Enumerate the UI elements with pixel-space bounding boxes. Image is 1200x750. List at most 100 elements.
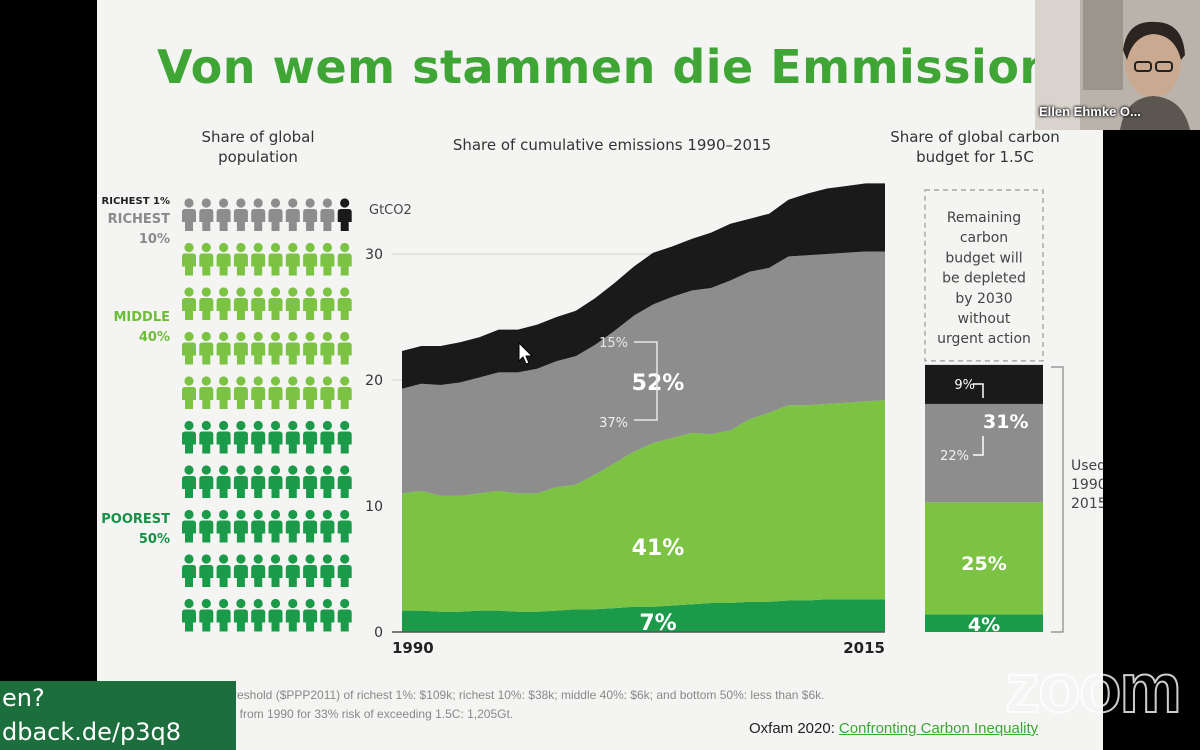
person-icon-body: [337, 431, 352, 454]
y-tick-label: 30: [365, 247, 383, 263]
person-icon-body: [337, 520, 352, 543]
population-header-line1: Share of global: [201, 128, 315, 146]
person-icon-body: [251, 476, 266, 498]
annotation-middle-share: 41%: [632, 536, 685, 561]
person-icon-body: [268, 520, 283, 543]
person-icon-head: [305, 554, 315, 564]
person-icon-head: [236, 287, 246, 297]
person-icon-body: [216, 387, 231, 409]
label-richest-10-a: RICHEST: [107, 212, 170, 227]
person-icon-head: [322, 420, 332, 431]
person-icon-body: [216, 520, 231, 543]
person-icon-body: [337, 609, 352, 632]
person-icon-head: [340, 287, 350, 297]
person-icon-head: [270, 598, 281, 609]
person-icon-body: [268, 476, 283, 498]
person-icon-body: [233, 476, 248, 498]
person-icon-head: [201, 598, 211, 609]
person-icon-head: [253, 554, 263, 564]
slide-title: Von wem stammen die Emmissionen?: [157, 40, 1103, 94]
person-icon-body: [216, 209, 231, 231]
person-icon-body: [251, 298, 266, 320]
remaining-budget-text: budget will: [945, 250, 1022, 266]
person-icon-head: [253, 198, 263, 208]
person-icon-body: [320, 342, 335, 365]
person-icon-body: [216, 431, 231, 454]
y-axis-unit: GtCO2: [369, 203, 412, 218]
person-icon-head: [270, 376, 281, 386]
person-icon-head: [236, 376, 246, 386]
person-icon-body: [303, 387, 318, 409]
zoom-watermark: zoom: [1004, 648, 1183, 728]
person-icon-body: [182, 209, 196, 231]
person-icon-body: [251, 253, 266, 276]
person-icon-body: [268, 609, 283, 632]
person-icon-body: [216, 565, 231, 587]
person-icon-head: [288, 554, 298, 564]
person-icon-body: [337, 342, 352, 365]
budget-segment-middle-40-: [925, 502, 1043, 615]
person-icon-body: [303, 520, 318, 543]
budget-segment-poorest-50-: [925, 614, 1043, 632]
person-icon-body: [182, 609, 196, 632]
population-header: Share of global population: [193, 127, 323, 167]
person-icon-head: [322, 331, 332, 342]
person-icon-head: [305, 198, 315, 208]
source-citation: Oxfam 2020: Confronting Carbon Inequality: [749, 720, 1038, 737]
person-icon-head: [219, 509, 229, 520]
person-icon-head: [201, 331, 211, 342]
person-icon-head: [236, 420, 246, 431]
annotation-richest-other-share: 37%: [599, 416, 628, 431]
person-icon-head: [184, 554, 194, 564]
feedback-banner[interactable]: en? dback.de/p3q8: [0, 681, 236, 750]
person-icon-body: [268, 209, 283, 231]
person-icon-body: [233, 298, 248, 320]
person-icon-head: [322, 242, 332, 253]
budget-segment-richest-1-: [925, 364, 1043, 404]
person-icon-body: [199, 342, 214, 365]
person-icon-head: [219, 554, 229, 564]
budget-segment-richest-10-: [925, 403, 1043, 503]
person-icon-body: [285, 298, 300, 320]
person-icon-body: [182, 565, 196, 587]
person-icon-body: [268, 387, 283, 409]
person-icon-head: [270, 242, 281, 253]
person-icon-body: [199, 298, 214, 320]
person-icon-body: [285, 342, 300, 365]
person-icon-head: [184, 376, 194, 386]
person-icon-head: [288, 331, 298, 342]
person-icon-head: [270, 287, 281, 297]
person-icon-body: [337, 209, 352, 231]
person-icon-body: [233, 342, 248, 365]
footnote-1: reshold ($PPP2011) of richest 1%: $109k;…: [233, 688, 825, 702]
person-icon-head: [184, 509, 194, 520]
person-icon-head: [236, 198, 246, 208]
participant-video-tile[interactable]: Ellen Ehmke O...: [1035, 0, 1200, 130]
feedback-line-2: dback.de/p3q8: [2, 718, 181, 746]
person-icon-head: [253, 465, 263, 475]
person-icon-body: [233, 609, 248, 632]
remaining-budget-text: Remaining: [947, 210, 1021, 226]
person-icon-body: [268, 342, 283, 365]
person-icon-head: [236, 598, 246, 609]
person-icon-head: [184, 465, 194, 475]
label-poorest-50: POOREST 50%: [97, 510, 170, 550]
area-series-richest-10-: [402, 251, 885, 496]
budget-label-richest1: 9%: [954, 378, 975, 393]
person-icon-body: [303, 298, 318, 320]
person-icon-head: [184, 598, 194, 609]
label-poorest-50-b: 50%: [138, 532, 170, 547]
person-icon-head: [288, 376, 298, 386]
person-icon-head: [270, 509, 281, 520]
person-icon-body: [303, 476, 318, 498]
person-icon-body: [320, 298, 335, 320]
person-icon-head: [184, 420, 194, 431]
person-icon-head: [322, 198, 332, 208]
person-icon-body: [233, 520, 248, 543]
source-link[interactable]: Confronting Carbon Inequality: [838, 720, 1039, 737]
person-icon-body: [285, 565, 300, 587]
remaining-budget-text: carbon: [960, 230, 1008, 246]
person-icon-head: [305, 509, 315, 520]
person-icon-head: [253, 420, 263, 431]
